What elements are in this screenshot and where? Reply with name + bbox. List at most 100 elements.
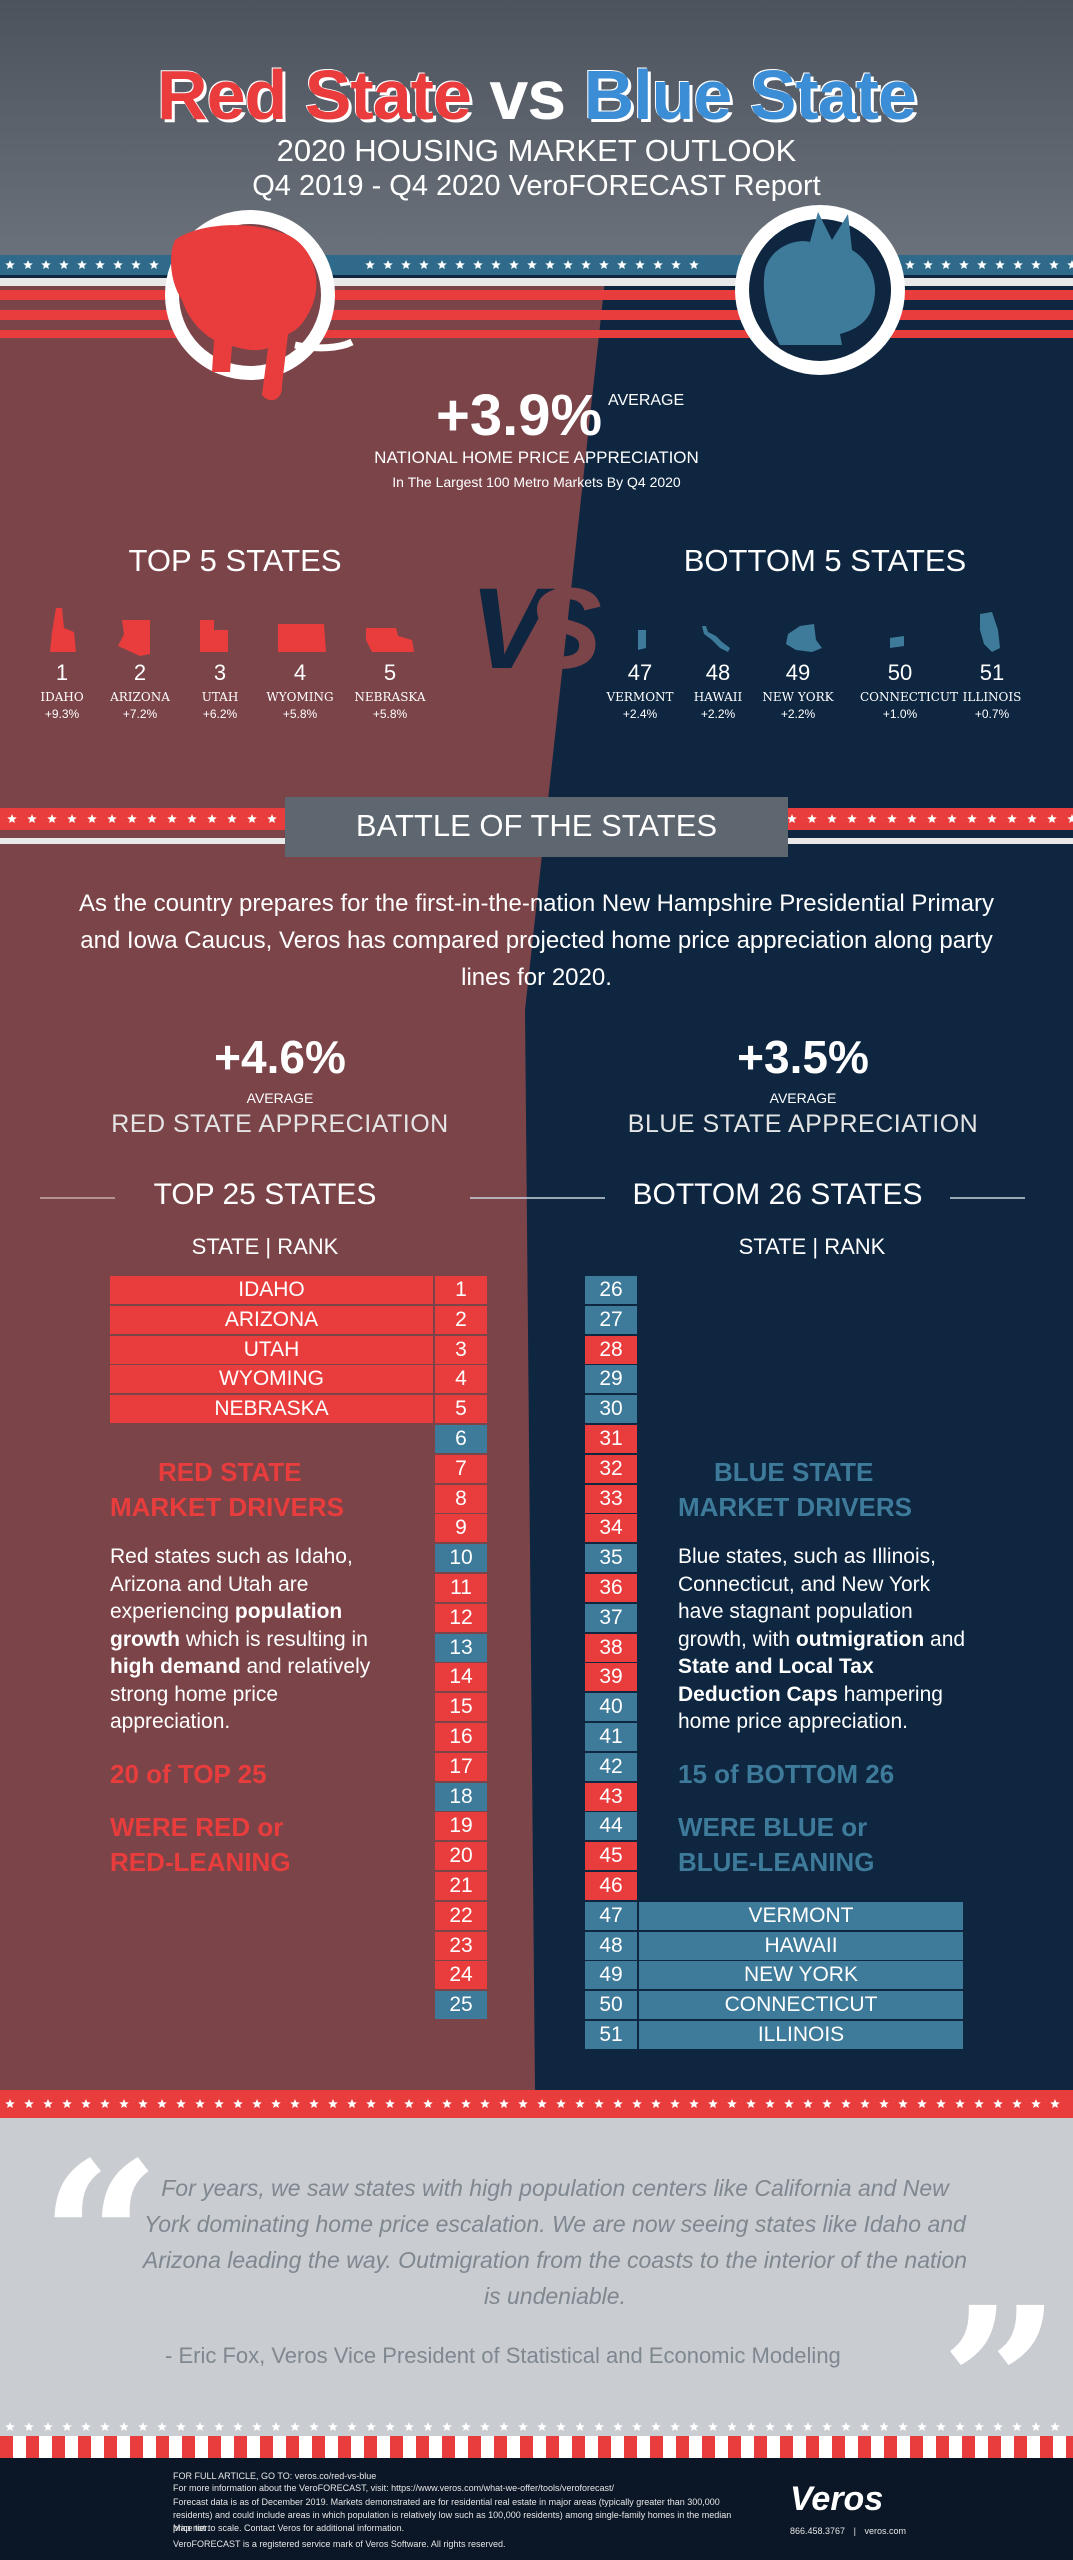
blue-rank-box: 41 (585, 1723, 637, 1751)
check-stripe (884, 2436, 897, 2458)
star-icon (499, 2422, 509, 2431)
blue-average-word: AVERAGE (769, 1090, 837, 1106)
check-stripe (390, 2436, 403, 2458)
star-icon (366, 2099, 376, 2108)
star-icon (841, 2422, 851, 2431)
state-rank-number: 3 (213, 660, 227, 685)
red-rank-box: 16 (435, 1723, 487, 1751)
star-icon (1012, 2422, 1022, 2431)
footer-full-article[interactable]: FOR FULL ARTICLE, GO TO: veros.co/red-vs… (173, 2471, 377, 2481)
blue-rank-box: 40 (585, 1693, 637, 1722)
blue-rank-box: 46 (585, 1872, 637, 1900)
star-icon (556, 2422, 566, 2431)
check-stripe (208, 2436, 221, 2458)
check-stripe (1040, 2436, 1053, 2458)
check-stripe (754, 2436, 767, 2458)
star-icon (480, 2422, 490, 2431)
state-name: VERMONT (606, 690, 674, 704)
check-stripe (832, 2436, 845, 2458)
footer-map-note: Map not to scale. Contact Veros for addi… (173, 2523, 405, 2533)
star-icon (974, 2099, 984, 2108)
star-icon (290, 2422, 300, 2431)
star-icon (727, 2422, 737, 2431)
state-rank-number: 5 (383, 660, 397, 685)
star-icon (847, 814, 857, 823)
star-icon (1067, 260, 1073, 269)
check-stripe (468, 2436, 481, 2458)
check-stripe (858, 2436, 871, 2458)
blue-state-name-bar: NEW YORK (639, 1961, 963, 1990)
red-rank-box: 8 (435, 1484, 487, 1513)
blue-rank-box: 43 (585, 1782, 637, 1811)
star-icon (1031, 2099, 1041, 2108)
title-red-state: Red State (157, 56, 472, 134)
state-percent: +1.0% (882, 707, 918, 721)
red-rank-box: 9 (435, 1514, 487, 1543)
star-icon (977, 260, 987, 269)
blue-drivers-text2: and (924, 1627, 966, 1651)
star-icon (157, 2422, 167, 2431)
star-icon (233, 2422, 243, 2431)
state-name: IDAHO (40, 690, 84, 704)
red-rank-box: 13 (435, 1633, 487, 1662)
check-stripe (676, 2436, 689, 2458)
star-icon (967, 814, 977, 823)
star-icon (959, 260, 969, 269)
footer-site[interactable]: veros.com (864, 2526, 906, 2536)
star-icon (167, 814, 177, 823)
star-icon (404, 2099, 414, 2108)
star-icon (955, 2422, 965, 2431)
star-icon (442, 2099, 452, 2108)
check-stripe (702, 2436, 715, 2458)
star-icon (545, 260, 555, 269)
star-icon (907, 814, 917, 823)
blue-state-name-bar: HAWAII (639, 1931, 963, 1960)
star-icon (784, 2422, 794, 2431)
star-icon (905, 260, 915, 269)
blue-rank-box: 42 (585, 1752, 637, 1781)
red-rank-box: 6 (435, 1425, 487, 1453)
star-icon (480, 2099, 490, 2108)
blue-rank-box: 38 (585, 1633, 637, 1662)
star-icon (827, 814, 837, 823)
check-stripe (130, 2436, 143, 2458)
star-icon (385, 2422, 395, 2431)
national-appreciation-label: NATIONAL HOME PRICE APPRECIATION (374, 448, 699, 467)
star-icon (1031, 2422, 1041, 2431)
star-icon (176, 2099, 186, 2108)
subtitle-report: Q4 2019 - Q4 2020 VeroFORECAST Report (252, 170, 821, 202)
blue-rank-box: 44 (585, 1812, 637, 1841)
elephant-icon (165, 210, 354, 401)
star-icon (195, 2099, 205, 2108)
star-icon (423, 2099, 433, 2108)
star-icon (518, 2422, 528, 2431)
footer-more-info[interactable]: For more information about the VeroFOREC… (173, 2483, 614, 2493)
star-icon (765, 2099, 775, 2108)
top-stripes (0, 278, 1073, 338)
blue-state-name-bar: ILLINOIS (639, 2021, 963, 2049)
star-icon (917, 2422, 927, 2431)
star-icon (581, 260, 591, 269)
open-quote-icon: “ (40, 2116, 161, 2363)
star-icon (67, 814, 77, 823)
check-stripe (520, 2436, 533, 2458)
star-icon (5, 2099, 15, 2108)
top5-state: 4 WYOMING +5.8% (260, 660, 340, 721)
star-icon (43, 2422, 53, 2431)
check-stripe (182, 2436, 195, 2458)
blue-state-name-bar: CONNECTICUT (639, 1991, 963, 2020)
red-state-name-bar: NEBRASKA (110, 1395, 433, 1424)
state-name: WYOMING (266, 690, 334, 704)
blue-rank-box: 35 (585, 1544, 637, 1573)
star-icon (613, 2422, 623, 2431)
check-stripe (780, 2436, 793, 2458)
blue-rank-box: 47 (585, 1901, 637, 1930)
star-icon (1031, 260, 1041, 269)
star-icon (81, 2422, 91, 2431)
star-icon (207, 814, 217, 823)
star-icon (841, 2099, 851, 2108)
star-icon (383, 260, 393, 269)
star-icon (1027, 814, 1037, 823)
star-icon (233, 2099, 243, 2108)
top5-state: 5 NEBRASKA +5.8% (350, 660, 430, 721)
